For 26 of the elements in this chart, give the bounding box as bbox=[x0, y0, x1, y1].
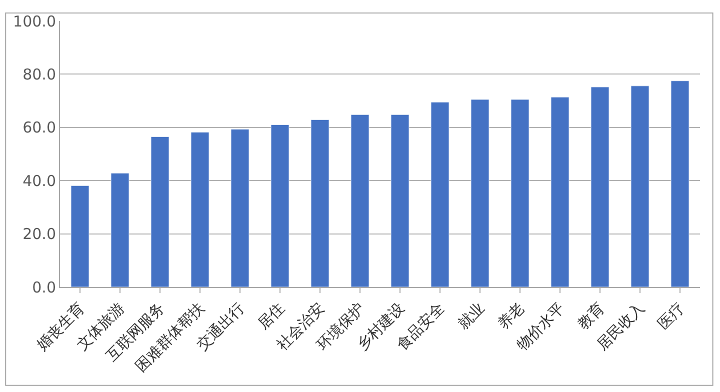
x-tick-label: 医疗 bbox=[654, 298, 688, 333]
y-tick-label: 100.0 bbox=[13, 12, 56, 30]
y-tick-label: 20.0 bbox=[22, 225, 56, 244]
bar bbox=[310, 119, 330, 287]
bar bbox=[630, 86, 650, 287]
bar bbox=[470, 99, 490, 287]
x-tick-label: 就业 bbox=[454, 298, 488, 333]
y-tick-label: 0.0 bbox=[32, 278, 56, 296]
bar bbox=[150, 136, 170, 287]
x-tick-label: 居住 bbox=[254, 298, 288, 333]
bar bbox=[390, 114, 410, 287]
bar bbox=[350, 114, 370, 287]
y-tick-label: 80.0 bbox=[22, 65, 56, 84]
y-tick-label: 60.0 bbox=[22, 118, 56, 137]
bar bbox=[430, 102, 450, 287]
bar bbox=[190, 132, 210, 287]
bar bbox=[670, 80, 690, 287]
bar bbox=[590, 86, 610, 287]
x-tick-label: 养老 bbox=[494, 298, 528, 333]
bar bbox=[270, 124, 290, 287]
bar bbox=[550, 96, 570, 287]
bar bbox=[110, 172, 130, 287]
bar bbox=[510, 99, 530, 287]
y-tick-label: 40.0 bbox=[22, 172, 56, 190]
bar bbox=[230, 129, 250, 287]
bar bbox=[70, 185, 90, 287]
